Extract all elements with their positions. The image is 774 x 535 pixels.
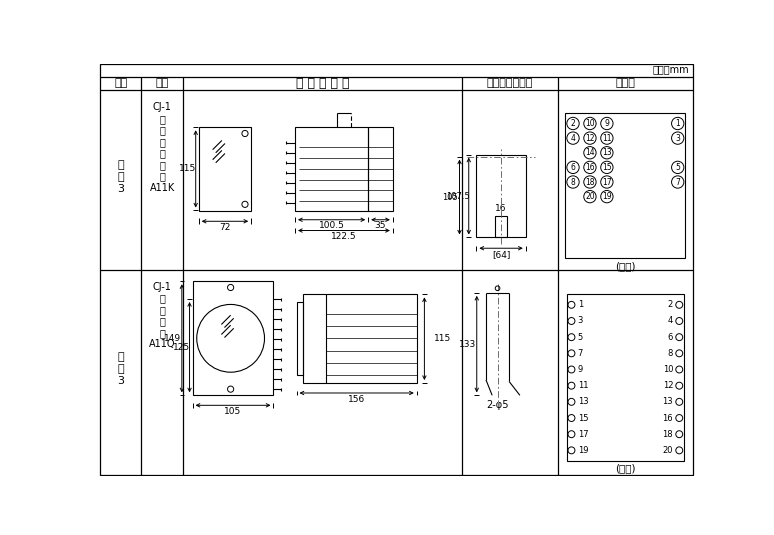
Text: [64]: [64] bbox=[492, 250, 510, 259]
Bar bbox=[199, 127, 251, 210]
Text: 107.5: 107.5 bbox=[446, 192, 470, 201]
Text: 1: 1 bbox=[577, 300, 583, 309]
Bar bbox=[303, 294, 416, 383]
Bar bbox=[495, 216, 507, 238]
Text: 3: 3 bbox=[577, 317, 583, 325]
Text: 10: 10 bbox=[663, 365, 673, 374]
Text: 接: 接 bbox=[159, 316, 165, 326]
Text: 图号: 图号 bbox=[114, 79, 127, 88]
Text: 18: 18 bbox=[663, 430, 673, 439]
Text: 5: 5 bbox=[577, 333, 583, 342]
Text: 5: 5 bbox=[675, 163, 680, 172]
Text: 附: 附 bbox=[118, 159, 124, 170]
Text: 前: 前 bbox=[159, 305, 165, 315]
Text: 4: 4 bbox=[570, 134, 575, 143]
Text: 115: 115 bbox=[433, 334, 451, 343]
Bar bbox=[296, 302, 303, 375]
Text: 17: 17 bbox=[577, 430, 588, 439]
Text: 8: 8 bbox=[570, 178, 575, 187]
Text: 18: 18 bbox=[585, 178, 594, 187]
Text: 16: 16 bbox=[585, 163, 594, 172]
Text: 9: 9 bbox=[577, 365, 583, 374]
Text: 后: 后 bbox=[159, 149, 165, 158]
Text: CJ-1: CJ-1 bbox=[152, 282, 172, 292]
Text: 9: 9 bbox=[604, 119, 609, 128]
Text: 12: 12 bbox=[585, 134, 594, 143]
Text: 19: 19 bbox=[577, 446, 588, 455]
Text: 35: 35 bbox=[375, 221, 386, 231]
Text: 122.5: 122.5 bbox=[331, 232, 357, 241]
Text: 16: 16 bbox=[663, 414, 673, 423]
Text: 端子图: 端子图 bbox=[615, 79, 635, 88]
Text: 6: 6 bbox=[668, 333, 673, 342]
Text: 接: 接 bbox=[159, 160, 165, 170]
Text: 100.5: 100.5 bbox=[319, 221, 344, 231]
Text: 3: 3 bbox=[117, 185, 124, 194]
Text: 线: 线 bbox=[159, 328, 165, 338]
Bar bbox=[567, 294, 684, 461]
Text: 板: 板 bbox=[159, 293, 165, 303]
Text: A11K: A11K bbox=[149, 183, 175, 193]
Text: 结构: 结构 bbox=[156, 79, 169, 88]
Text: 外 形 尺 寸 图: 外 形 尺 寸 图 bbox=[296, 77, 350, 90]
Text: 3: 3 bbox=[117, 377, 124, 386]
Text: 7: 7 bbox=[577, 349, 583, 358]
Text: 2: 2 bbox=[668, 300, 673, 309]
Text: 单位：mm: 单位：mm bbox=[652, 65, 690, 74]
Text: 17: 17 bbox=[602, 178, 611, 187]
Text: (前视): (前视) bbox=[615, 463, 635, 473]
Text: 20: 20 bbox=[663, 446, 673, 455]
Text: 115: 115 bbox=[180, 164, 197, 173]
Text: 14: 14 bbox=[585, 148, 594, 157]
Text: 7: 7 bbox=[675, 178, 680, 187]
Text: 图: 图 bbox=[118, 172, 124, 182]
Text: 2-φ5: 2-φ5 bbox=[486, 400, 509, 409]
Bar bbox=[193, 281, 273, 395]
Text: 10: 10 bbox=[585, 119, 594, 128]
Text: A11Q: A11Q bbox=[149, 340, 176, 349]
Text: 19: 19 bbox=[602, 192, 611, 201]
Text: 13: 13 bbox=[577, 398, 588, 407]
Text: 图: 图 bbox=[118, 364, 124, 374]
Text: 15: 15 bbox=[577, 414, 588, 423]
Text: 附: 附 bbox=[118, 352, 124, 362]
Text: 12: 12 bbox=[663, 381, 673, 390]
Text: 线: 线 bbox=[159, 172, 165, 181]
Bar bbox=[368, 127, 393, 210]
Text: 133: 133 bbox=[459, 340, 476, 349]
Text: 125: 125 bbox=[173, 343, 190, 352]
Text: 6: 6 bbox=[570, 163, 575, 172]
Text: 72: 72 bbox=[219, 223, 231, 232]
Text: (背视): (背视) bbox=[615, 261, 635, 271]
Text: 105: 105 bbox=[224, 407, 241, 416]
Text: 105: 105 bbox=[443, 193, 458, 202]
Text: 1: 1 bbox=[676, 119, 680, 128]
Text: 149: 149 bbox=[164, 334, 181, 343]
Text: 4: 4 bbox=[668, 317, 673, 325]
Text: 20: 20 bbox=[585, 192, 594, 201]
Bar bbox=[565, 113, 686, 258]
Text: 13: 13 bbox=[602, 148, 611, 157]
Text: 15: 15 bbox=[602, 163, 611, 172]
Bar bbox=[295, 127, 368, 210]
Bar bbox=[477, 155, 526, 238]
Text: 11: 11 bbox=[602, 134, 611, 143]
Text: 嵌: 嵌 bbox=[159, 114, 165, 124]
Text: CJ-1: CJ-1 bbox=[152, 102, 172, 112]
Text: 156: 156 bbox=[348, 395, 365, 403]
Text: 2: 2 bbox=[570, 119, 575, 128]
Text: 11: 11 bbox=[577, 381, 588, 390]
Text: 16: 16 bbox=[495, 204, 507, 213]
Text: 入: 入 bbox=[159, 125, 165, 135]
Text: 式: 式 bbox=[159, 137, 165, 147]
Text: 安装开孔尺寸图: 安装开孔尺寸图 bbox=[487, 79, 533, 88]
Text: 8: 8 bbox=[668, 349, 673, 358]
Text: 3: 3 bbox=[675, 134, 680, 143]
Text: 13: 13 bbox=[663, 398, 673, 407]
